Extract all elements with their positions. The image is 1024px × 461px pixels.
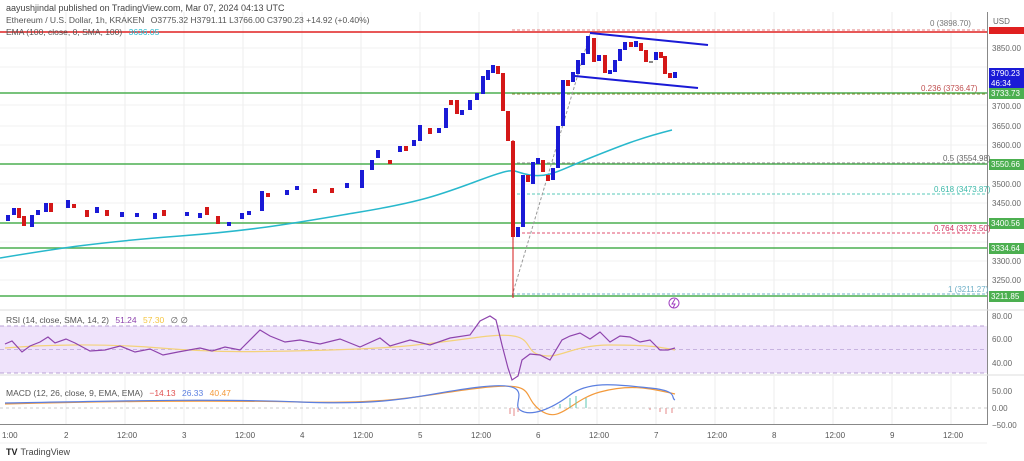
macd-signal-value: 40.47 — [209, 388, 231, 398]
macd-tick: 50.00 — [992, 387, 1013, 396]
time-tick: 8 — [772, 431, 777, 440]
price-tick: 3500.00 — [992, 180, 1021, 189]
macd-tick: 0.00 — [992, 404, 1008, 413]
price-tick: 3700.00 — [992, 102, 1021, 111]
fib-label-1: 1 (3211.27) — [948, 285, 989, 294]
time-tick: 2 — [64, 431, 69, 440]
lightning-icon[interactable] — [668, 297, 680, 309]
macd-value: 26.33 — [181, 388, 204, 398]
currency-label[interactable]: USD — [993, 17, 1010, 26]
time-tick: 12:00 — [117, 431, 138, 440]
time-tick: 12:00 — [825, 431, 846, 440]
current-price-tag: 3790.23 — [989, 68, 1024, 79]
price-tick: 3850.00 — [992, 44, 1021, 53]
level-tag: 3211.85 — [989, 291, 1024, 302]
time-tick: 6 — [536, 431, 541, 440]
rsi-sma-value: 57.30 — [143, 315, 165, 325]
rsi-tick: 40.00 — [992, 359, 1013, 368]
fib-label-0: 0 (3898.70) — [930, 19, 971, 28]
tradingview-brand[interactable]: TV TradingView — [6, 447, 70, 457]
tradingview-logo-icon: TV — [6, 447, 18, 457]
time-tick: 12:00 — [353, 431, 374, 440]
countdown-tag: 46:34 — [989, 78, 1024, 89]
rsi-legend[interactable]: RSI (14, close, SMA, 14, 2) 51.24 57.30 … — [6, 315, 188, 326]
ema-legend[interactable]: EMA (100, close, 0, SMA, 100) 3636.05 — [6, 27, 159, 37]
level-tag: 3334.64 — [989, 243, 1024, 254]
brand-name: TradingView — [20, 447, 71, 457]
time-tick: 5 — [418, 431, 423, 440]
price-tick: 3600.00 — [992, 141, 1021, 150]
price-tick: 3300.00 — [992, 257, 1021, 266]
time-tick: 12:00 — [235, 431, 256, 440]
level-tag: 3550.66 — [989, 159, 1024, 170]
level-tag: 3400.56 — [989, 218, 1024, 229]
time-tick: 3 — [182, 431, 187, 440]
published-info: aayushjindal published on TradingView.co… — [6, 3, 285, 13]
macd-legend[interactable]: MACD (12, 26, close, 9, EMA, EMA) −14.13… — [6, 388, 231, 398]
price-tick: 3250.00 — [992, 276, 1021, 285]
level-tag: 3733.73 — [989, 88, 1024, 99]
ohlc-values: O3775.32 H3791.11 L3766.00 C3790.23 +14.… — [150, 15, 370, 25]
symbol-legend[interactable]: Ethereum / U.S. Dollar, 1h, KRAKEN O3775… — [6, 15, 369, 25]
rsi-extra: ∅ ∅ — [170, 315, 188, 325]
macd-label: MACD (12, 26, close, 9, EMA, EMA) — [6, 388, 143, 398]
fib-label-05: 0.5 (3554.98) — [943, 154, 991, 163]
time-tick: 4 — [300, 431, 305, 440]
rsi-tick: 60.00 — [992, 335, 1013, 344]
ema-label: EMA (100, close, 0, SMA, 100) — [6, 27, 123, 37]
rsi-label: RSI (14, close, SMA, 14, 2) — [6, 315, 109, 325]
macd-hist-value: −14.13 — [149, 388, 176, 398]
rsi-tick: 80.00 — [992, 312, 1013, 321]
price-tick: 3650.00 — [992, 122, 1021, 131]
symbol-title: Ethereum / U.S. Dollar, 1h, KRAKEN — [6, 15, 145, 25]
time-tick: 12:00 — [589, 431, 610, 440]
time-tick: 12:00 — [943, 431, 964, 440]
time-tick: 12:00 — [471, 431, 492, 440]
rsi-value: 51.24 — [115, 315, 137, 325]
price-tick: 3450.00 — [992, 199, 1021, 208]
fib-label-0618: 0.618 (3473.87) — [934, 185, 991, 194]
time-tick: 1:00 — [2, 431, 18, 440]
time-tick: 9 — [890, 431, 895, 440]
time-tick: 12:00 — [707, 431, 728, 440]
ema-value: 3636.05 — [128, 27, 160, 37]
resistance-price-tag — [989, 27, 1024, 34]
fib-label-0236: 0.236 (3736.47) — [921, 84, 978, 93]
fib-label-0764: 0.764 (3373.50) — [934, 224, 991, 233]
time-tick: 7 — [654, 431, 659, 440]
macd-tick: −50.00 — [992, 421, 1017, 430]
